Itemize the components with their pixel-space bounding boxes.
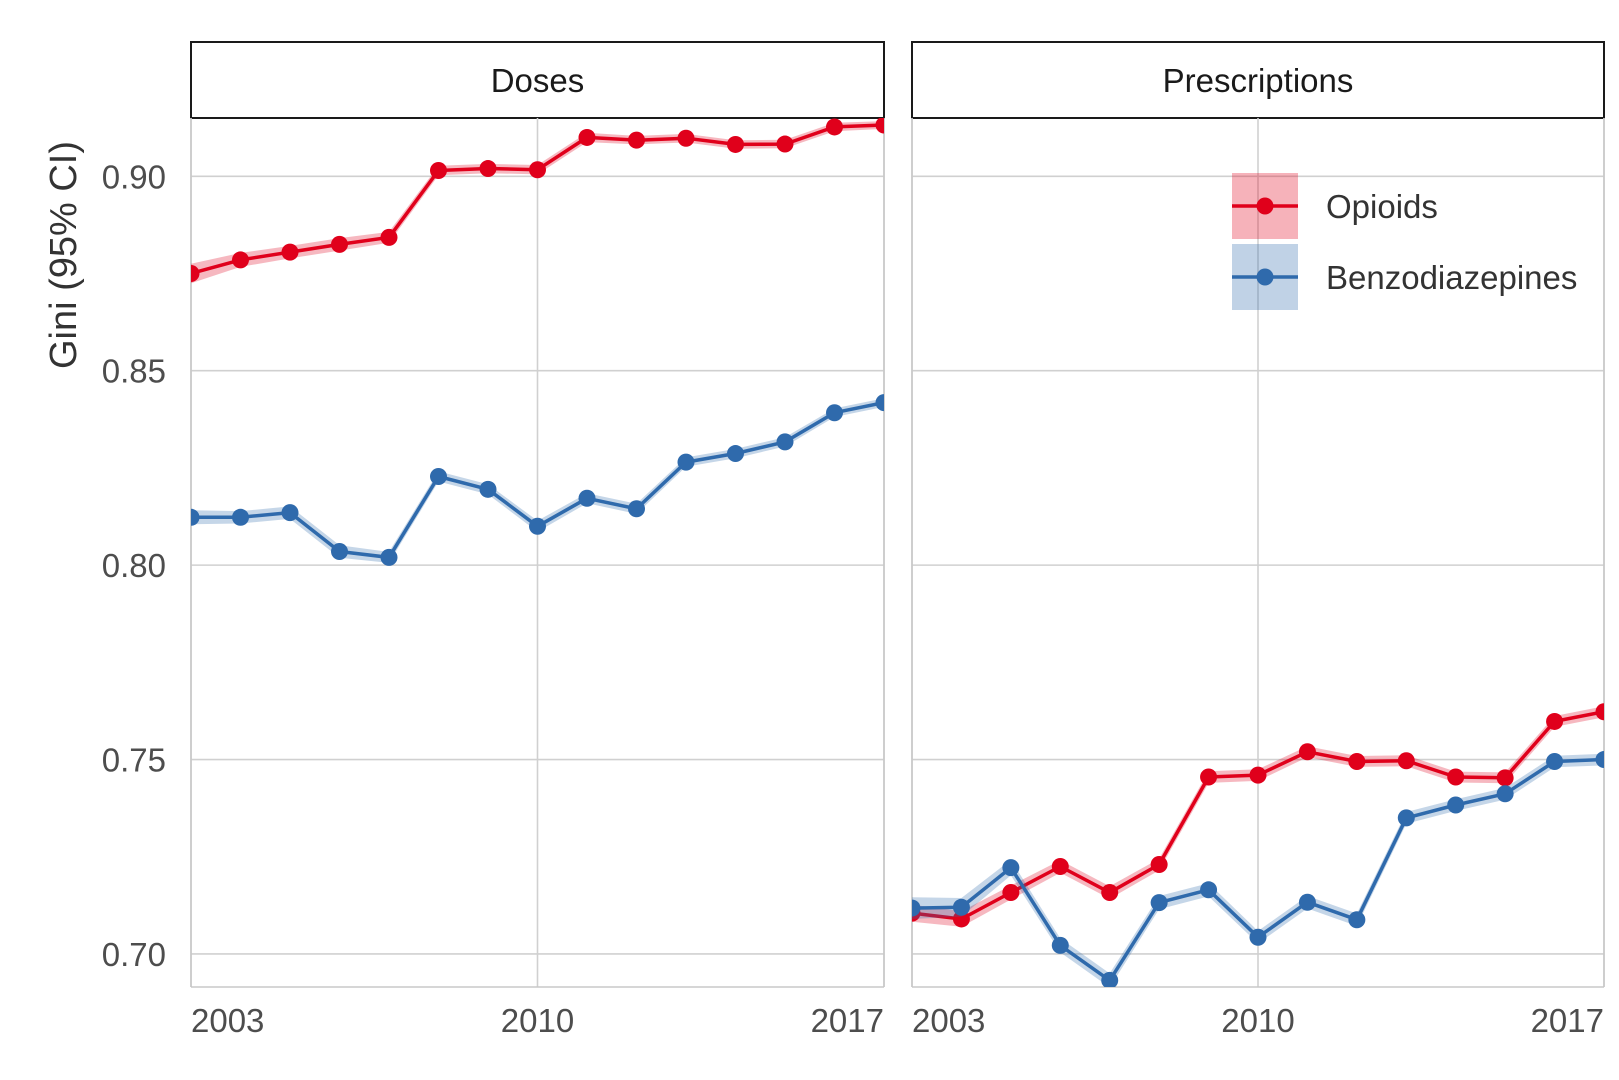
- point-benzodiazepines: [1200, 881, 1218, 899]
- panel-prescriptions: Prescriptions 2003 2010 2017: [911, 41, 1605, 1039]
- point-benzodiazepines: [578, 489, 596, 507]
- point-opioids: [1496, 769, 1514, 787]
- point-benzodiazepines: [875, 394, 884, 412]
- y-tick-label: 0.75: [102, 742, 166, 779]
- point-benzodiazepines: [191, 508, 200, 526]
- point-benzodiazepines: [331, 543, 348, 561]
- plot-area-prescriptions: [912, 703, 1604, 987]
- point-opioids: [331, 235, 348, 253]
- x-tick-label: 2017: [1531, 1002, 1604, 1039]
- point-benzodiazepines: [628, 500, 645, 518]
- point-opioids: [380, 228, 398, 246]
- point-benzodiazepines: [232, 508, 249, 526]
- point-opioids: [1101, 884, 1119, 902]
- point-benzodiazepines: [380, 548, 398, 566]
- point-opioids: [281, 243, 299, 261]
- x-tick-label: 2010: [1221, 1002, 1294, 1039]
- point-opioids: [191, 265, 200, 283]
- legend: Opioids Benzodiazepines: [1232, 173, 1577, 310]
- point-opioids: [1546, 712, 1564, 730]
- point-benzodiazepines: [1348, 911, 1366, 929]
- point-opioids: [677, 129, 695, 147]
- point-benzodiazepines: [1298, 893, 1316, 911]
- point-opioids: [1002, 884, 1020, 902]
- point-benzodiazepines: [1447, 796, 1465, 814]
- point-opioids: [628, 131, 645, 149]
- point-benzodiazepines: [1150, 894, 1168, 912]
- point-benzodiazepines: [1397, 809, 1415, 827]
- y-tick-label: 0.70: [102, 936, 166, 973]
- point-benzodiazepines: [529, 517, 546, 535]
- point-opioids: [1348, 752, 1366, 770]
- legend-key-point: [1256, 268, 1274, 286]
- point-benzodiazepines: [1496, 785, 1514, 803]
- ci-band-opioids: [191, 121, 884, 284]
- point-opioids: [826, 118, 843, 136]
- legend-label-benzodiazepines: Benzodiazepines: [1326, 259, 1577, 296]
- x-tick-label: 2017: [811, 1002, 884, 1039]
- point-benzodiazepines: [952, 898, 970, 916]
- point-opioids: [952, 910, 970, 928]
- strip-doses: [190, 41, 885, 119]
- x-tick-label: 2003: [912, 1002, 985, 1039]
- point-opioids: [1595, 703, 1604, 721]
- point-opioids: [1150, 856, 1168, 874]
- point-opioids: [1200, 768, 1218, 786]
- point-benzodiazepines: [1002, 859, 1020, 877]
- strip-label-prescriptions: Prescriptions: [1163, 62, 1354, 99]
- point-benzodiazepines: [1595, 751, 1604, 769]
- ci-band-opioids: [912, 706, 1604, 927]
- point-benzodiazepines: [1249, 928, 1267, 946]
- point-benzodiazepines: [1546, 752, 1564, 770]
- legend-label-opioids: Opioids: [1326, 188, 1438, 225]
- point-benzodiazepines: [727, 445, 744, 463]
- strip-prescriptions: [911, 41, 1605, 119]
- plot-area-doses: [191, 118, 884, 566]
- legend-item-benzodiazepines: Benzodiazepines: [1232, 244, 1577, 310]
- point-benzodiazepines: [677, 453, 695, 471]
- x-tick-label: 2010: [501, 1002, 574, 1039]
- point-opioids: [578, 128, 596, 146]
- y-tick-label: 0.90: [102, 158, 166, 195]
- point-opioids: [727, 135, 744, 153]
- panel-doses: Doses 0.70 0.75 0.80 0.85 0.90 2003 2010 2017: [102, 41, 885, 1039]
- legend-key-point: [1256, 197, 1274, 215]
- y-axis-title: Gini (95% CI): [43, 141, 85, 369]
- point-benzodiazepines: [776, 433, 794, 451]
- x-tick-label: 2003: [191, 1002, 264, 1039]
- point-benzodiazepines: [479, 480, 497, 498]
- point-opioids: [1397, 752, 1415, 770]
- point-benzodiazepines: [1051, 936, 1069, 954]
- point-opioids: [1447, 768, 1465, 786]
- point-opioids: [1298, 743, 1316, 761]
- legend-item-opioids: Opioids: [1232, 173, 1438, 239]
- point-benzodiazepines: [430, 467, 447, 485]
- point-benzodiazepines: [826, 404, 843, 422]
- point-opioids: [1051, 857, 1069, 875]
- strip-label-doses: Doses: [491, 62, 585, 99]
- point-benzodiazepines: [1101, 971, 1119, 987]
- point-opioids: [430, 161, 447, 179]
- point-opioids: [232, 251, 249, 269]
- y-tick-label: 0.85: [102, 353, 166, 390]
- point-benzodiazepines: [912, 899, 921, 917]
- point-benzodiazepines: [281, 504, 299, 522]
- point-opioids: [529, 161, 546, 179]
- point-opioids: [875, 118, 884, 134]
- point-opioids: [479, 160, 497, 178]
- point-opioids: [1249, 766, 1267, 784]
- point-opioids: [776, 135, 794, 153]
- y-tick-label: 0.80: [102, 547, 166, 584]
